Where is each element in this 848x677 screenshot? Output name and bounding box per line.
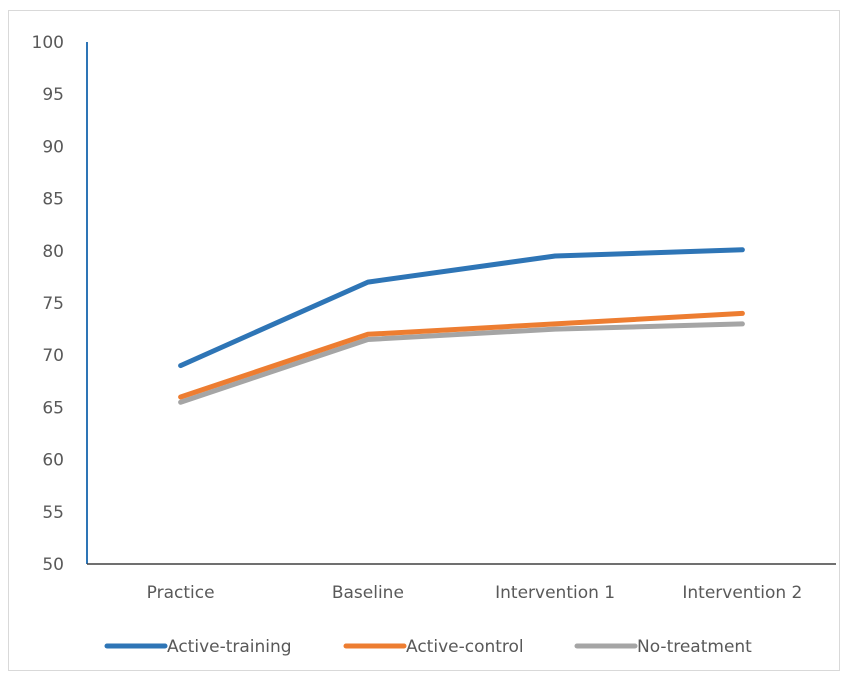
y-tick-label: 55 — [42, 503, 64, 523]
legend-label-active-control: Active-control — [406, 637, 524, 657]
x-tick-label: Practice — [147, 583, 215, 603]
x-tick-label: Intervention 2 — [682, 583, 802, 603]
series-line-no-treatment — [178, 321, 745, 405]
series-lines — [178, 247, 745, 405]
y-tick-label: 65 — [42, 398, 64, 418]
legend-label-active-training: Active-training — [167, 637, 292, 657]
chart-frame — [8, 10, 840, 671]
y-tick-label: 75 — [42, 294, 64, 314]
y-tick-label: 95 — [42, 85, 64, 105]
x-tick-label: Intervention 1 — [495, 583, 615, 603]
legend-label-no-treatment: No-treatment — [637, 637, 752, 657]
y-tick-label: 80 — [42, 242, 64, 262]
y-tick-label: 100 — [32, 33, 64, 53]
x-tick-label: Baseline — [332, 583, 404, 603]
y-axis: 50 55 60 65 70 75 80 85 90 95 100 — [32, 33, 88, 575]
x-axis: Practice Baseline Intervention 1 Interventi… — [87, 563, 836, 603]
y-tick-label: 70 — [42, 346, 64, 366]
series-line-active-training — [178, 247, 745, 369]
series-line-active-control — [178, 310, 745, 400]
legend: Active-training Active-control No-treatmen… — [104, 637, 752, 657]
y-tick-label: 50 — [42, 555, 64, 575]
y-tick-label: 60 — [42, 451, 64, 471]
y-tick-label: 85 — [42, 190, 64, 210]
y-tick-label: 90 — [42, 137, 64, 157]
